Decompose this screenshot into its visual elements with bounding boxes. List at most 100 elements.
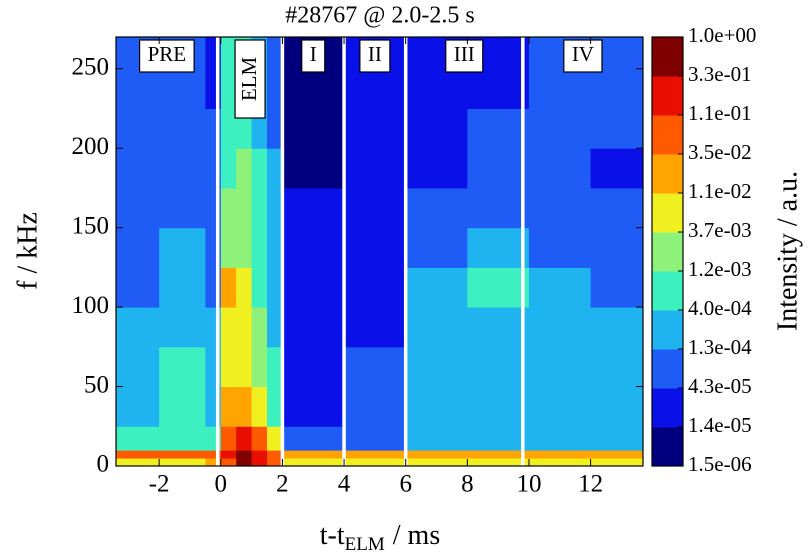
contour-cell (344, 307, 407, 348)
contour-cell (267, 187, 283, 229)
x-label-sub: ELM (345, 534, 385, 555)
contour-cell (159, 307, 206, 348)
contour-cell (282, 108, 345, 149)
contour-cell (405, 187, 468, 229)
x-axis-label: t-tELM / ms (320, 520, 440, 555)
contour-cell (251, 148, 268, 189)
contour-cell (528, 426, 592, 451)
phase-label: PRE (148, 42, 187, 66)
contour-cell (267, 227, 283, 268)
contour-cell (282, 227, 345, 268)
contour-cell (282, 386, 345, 427)
contour-cell (467, 386, 530, 427)
y-tick-label: 250 (72, 54, 110, 81)
y-tick-label: 0 (97, 451, 110, 478)
colorbar-band (652, 271, 683, 311)
contour-cell (528, 148, 592, 189)
contour-cell (405, 267, 468, 308)
contour-cell (159, 148, 206, 189)
phase-label-box (301, 39, 326, 73)
colorbar-band (652, 349, 683, 389)
contour-cell (267, 37, 283, 109)
x-tick-label: 8 (461, 471, 474, 498)
contour-cell (344, 227, 407, 268)
contour-cell (467, 227, 530, 268)
contour-cell (251, 346, 268, 388)
phase-label-box (445, 39, 484, 73)
contour-cell (159, 458, 206, 466)
contour-cell (344, 346, 407, 388)
contour-cell (220, 307, 237, 348)
contour-cell (220, 148, 237, 189)
contour-cell (344, 458, 407, 466)
y-tick-label: 100 (72, 292, 110, 319)
contour-cell (590, 450, 643, 459)
contour-cell (116, 187, 160, 229)
colorbar-band (652, 310, 683, 350)
x-tick-label: 6 (399, 471, 412, 498)
contour-cell (251, 307, 268, 348)
colorbar-tick-label: 1.4e-05 (688, 413, 752, 437)
contour-cell (282, 346, 345, 388)
phase-label: II (368, 42, 382, 66)
contour-cell (405, 148, 468, 189)
contour-cell (267, 108, 283, 149)
plot-frame (115, 36, 644, 467)
contour-cell (528, 346, 592, 388)
y-axis-label: f / kHz (12, 212, 43, 290)
contour-cell (467, 458, 530, 466)
contour-cell (467, 108, 530, 149)
contour-cell (236, 267, 253, 308)
contour-cell (205, 458, 222, 466)
contour-cell (282, 148, 345, 189)
contour-cell (405, 307, 468, 348)
contour-cell (236, 386, 253, 427)
contour-cell (205, 450, 222, 459)
contour-cell (344, 267, 407, 308)
contour-cell (528, 108, 592, 149)
colorbar-band (652, 154, 683, 194)
contour-cell (267, 386, 283, 427)
contour-cell (282, 187, 345, 229)
contour-cell (344, 187, 407, 229)
contour-cell (116, 307, 160, 348)
contour-cell (236, 346, 253, 388)
contour-cell (116, 426, 160, 451)
contour-cell (467, 450, 530, 459)
contour-cell (590, 386, 643, 427)
contour-cell (282, 458, 345, 466)
contour-field (116, 37, 643, 466)
contour-cell (528, 307, 592, 348)
contour-cell (405, 108, 468, 149)
contour-cell (236, 458, 253, 466)
colorbar-tick-label: 1.1e-02 (688, 179, 752, 203)
contour-cell (236, 450, 253, 459)
contour-cell (267, 307, 283, 348)
contour-cell (220, 346, 237, 388)
contour-cell (467, 346, 530, 388)
colorbar-tick-label: 1.1e-01 (688, 101, 752, 125)
colorbar-band (652, 232, 683, 272)
colorbar-band (652, 76, 683, 116)
colorbar-tick-label: 1.3e-04 (688, 335, 752, 359)
contour-cell (236, 307, 253, 348)
contour-cell (116, 227, 160, 268)
contour-cell (590, 187, 643, 229)
contour-cell (220, 37, 237, 109)
colorbar-tick-label: 1.0e+00 (688, 23, 756, 47)
contour-cell (267, 346, 283, 388)
contour-cell (251, 426, 268, 451)
contour-cell (236, 187, 253, 229)
colorbar-frame (651, 36, 684, 467)
x-tick-label: 4 (338, 471, 351, 498)
contour-cell (590, 458, 643, 466)
colorbar-tick-label: 4.0e-04 (688, 296, 752, 320)
contour-cell (220, 227, 237, 268)
x-tick-label: -2 (149, 471, 170, 498)
contour-cell (467, 426, 530, 451)
phase-label-box (563, 39, 603, 73)
phase-label: IV (572, 42, 594, 66)
